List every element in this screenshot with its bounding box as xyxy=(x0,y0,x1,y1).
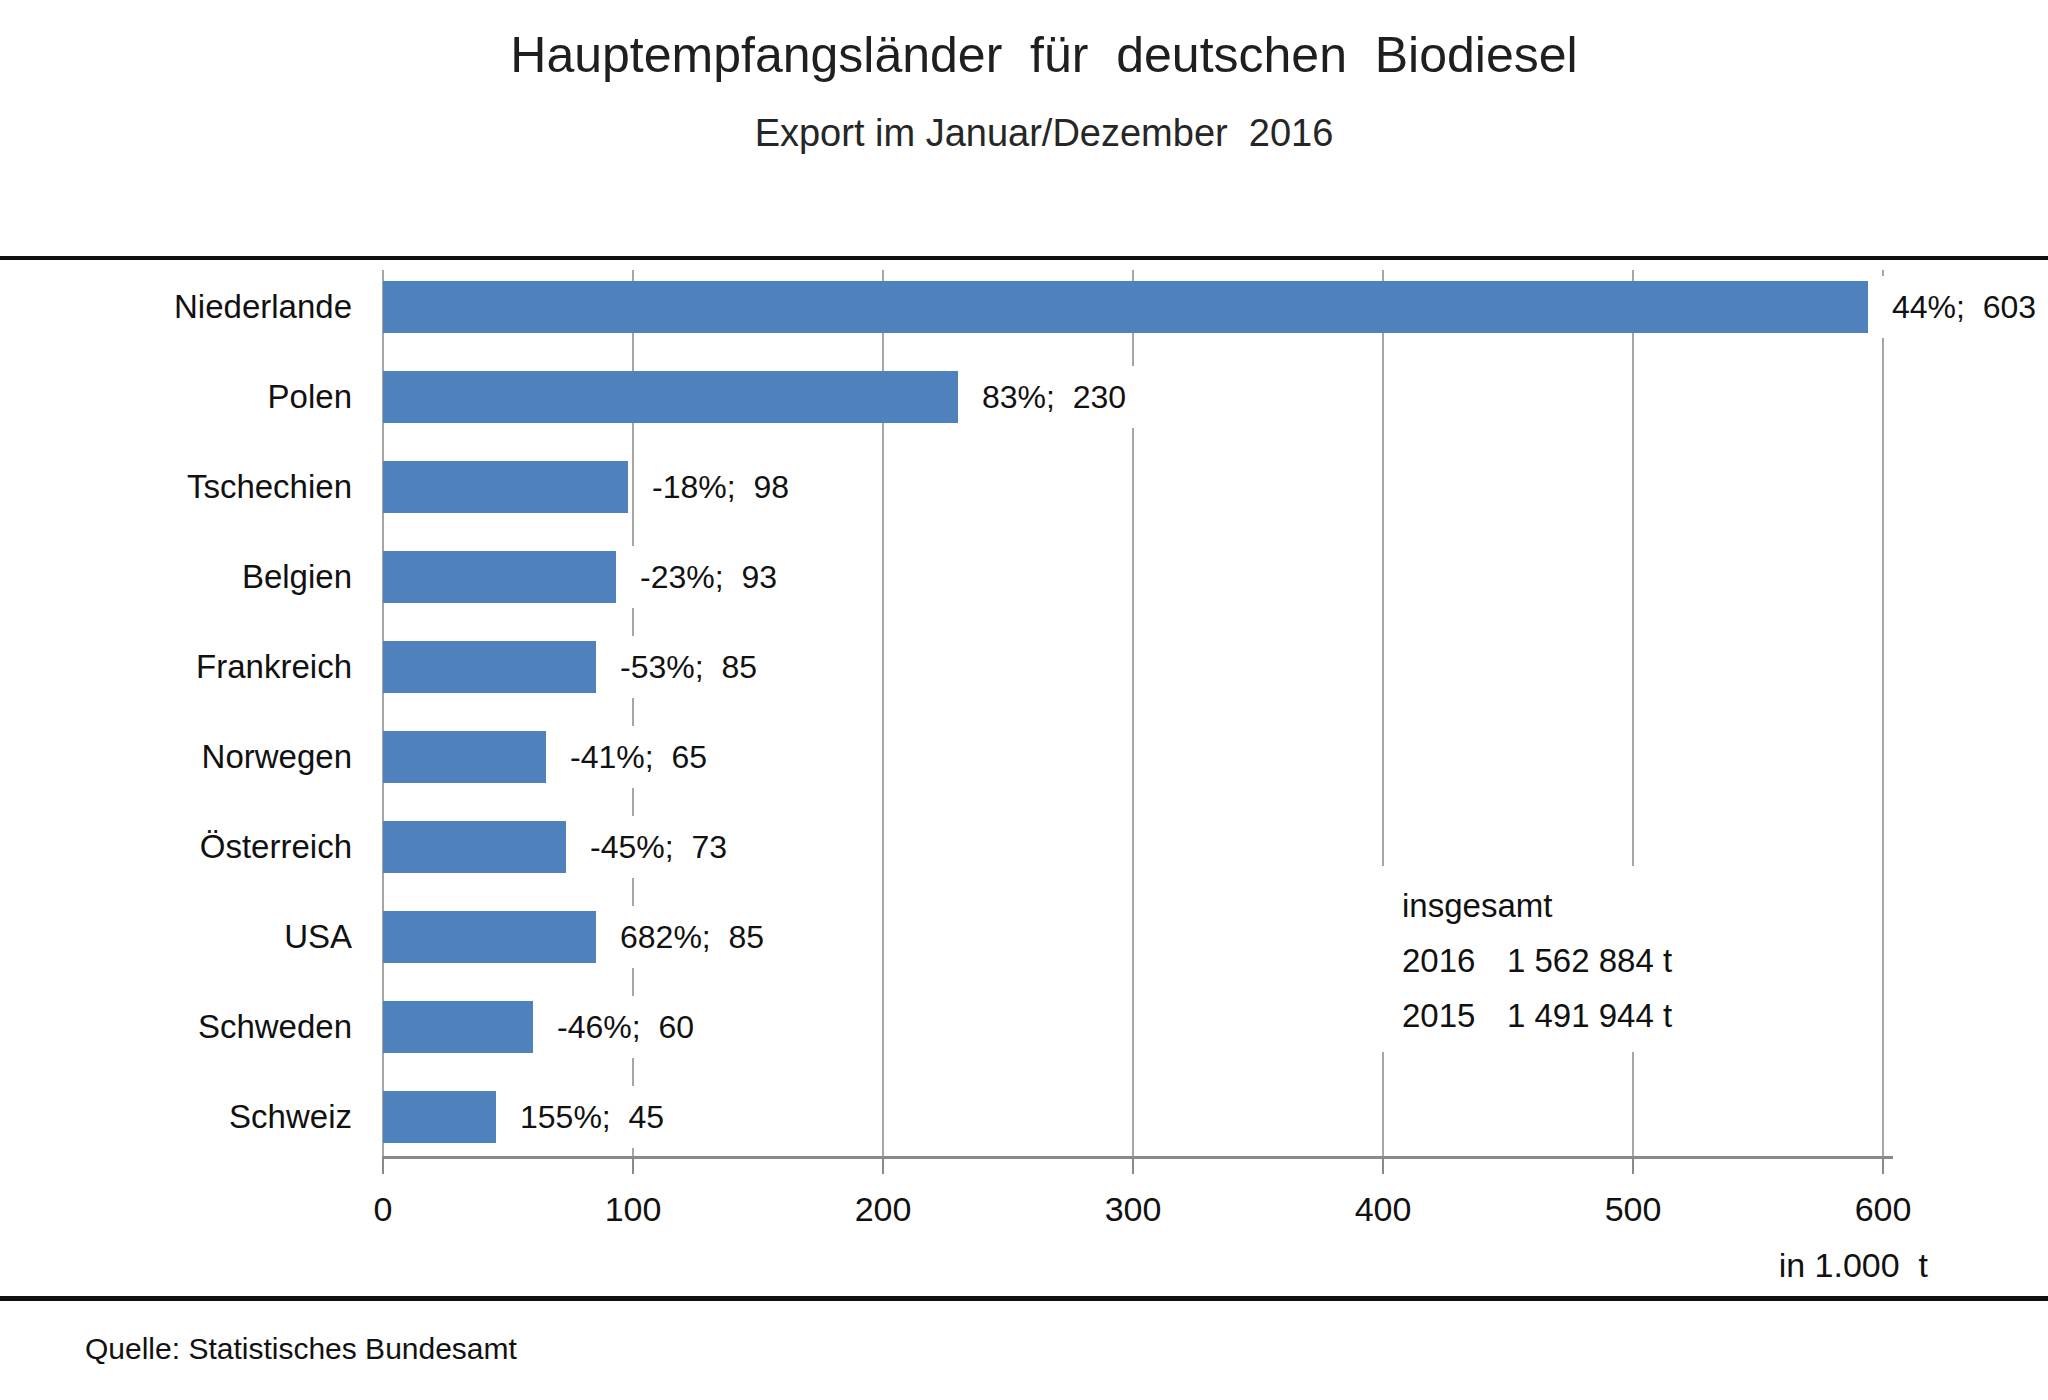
chart-canvas: Hauptempfangsländer für deutschen Biodie… xyxy=(0,0,2048,1400)
bar-value-label-polen: 83%; 230 xyxy=(970,366,1138,428)
bar-tschechien xyxy=(383,461,628,513)
gridline-600 xyxy=(1882,270,1884,1160)
axis-tick-400 xyxy=(1382,1156,1384,1174)
bar-frankreich xyxy=(383,641,596,693)
bottom-divider-rule xyxy=(0,1296,2048,1301)
bar-polen xyxy=(383,371,958,423)
totals-title: insgesamt xyxy=(1402,878,1552,933)
tick-label-400: 400 xyxy=(1313,1190,1453,1229)
category-label-belgien: Belgien xyxy=(40,551,352,603)
totals-title-line: insgesamt xyxy=(1402,878,1784,933)
axis-tick-0 xyxy=(382,1156,384,1174)
tick-label-100: 100 xyxy=(563,1190,703,1229)
bar-value-label-schweiz: 155%; 45 xyxy=(508,1086,676,1148)
axis-tick-600 xyxy=(1882,1156,1884,1174)
bar-belgien xyxy=(383,551,616,603)
bar-österreich xyxy=(383,821,566,873)
category-label-schweden: Schweden xyxy=(40,1001,352,1053)
axis-tick-500 xyxy=(1632,1156,1634,1174)
totals-value: 1 562 884 t xyxy=(1507,933,1672,988)
category-label-schweiz: Schweiz xyxy=(40,1091,352,1143)
totals-year: 2015 xyxy=(1402,988,1507,1043)
tick-label-500: 500 xyxy=(1563,1190,1703,1229)
tick-label-0: 0 xyxy=(313,1190,453,1229)
axis-tick-100 xyxy=(632,1156,634,1174)
bar-value-label-belgien: -23%; 93 xyxy=(628,546,789,608)
tick-label-300: 300 xyxy=(1063,1190,1203,1229)
bar-value-label-tschechien: -18%; 98 xyxy=(640,456,801,518)
source-note: Quelle: Statistisches Bundesamt xyxy=(85,1332,517,1366)
tick-label-600: 600 xyxy=(1813,1190,1953,1229)
totals-annotation: insgesamt 2016 1 562 884 t 2015 1 491 94… xyxy=(1372,866,1784,1052)
x-axis-line xyxy=(383,1156,1893,1159)
bar-usa xyxy=(383,911,596,963)
x-axis-unit-label: in 1.000 t xyxy=(1528,1246,1928,1285)
category-label-tschechien: Tschechien xyxy=(40,461,352,513)
bar-value-label-niederlande: 44%; 603 xyxy=(1880,276,2048,338)
bar-value-label-schweden: -46%; 60 xyxy=(545,996,706,1058)
axis-tick-200 xyxy=(882,1156,884,1174)
totals-value: 1 491 944 t xyxy=(1507,988,1672,1043)
bar-value-label-österreich: -45%; 73 xyxy=(578,816,739,878)
totals-row-2016: 2016 1 562 884 t xyxy=(1402,933,1784,988)
category-label-norwegen: Norwegen xyxy=(40,731,352,783)
category-label-frankreich: Frankreich xyxy=(40,641,352,693)
category-label-usa: USA xyxy=(40,911,352,963)
bar-schweiz xyxy=(383,1091,496,1143)
axis-tick-300 xyxy=(1132,1156,1134,1174)
category-label-niederlande: Niederlande xyxy=(40,281,352,333)
bar-schweden xyxy=(383,1001,533,1053)
plot-area: 0 100 200 300 400 500 600 Niederlande 44%; 603 Po… xyxy=(0,0,2048,1400)
category-label-österreich: Österreich xyxy=(40,821,352,873)
totals-row-2015: 2015 1 491 944 t xyxy=(1402,988,1784,1043)
tick-label-200: 200 xyxy=(813,1190,953,1229)
bar-value-label-usa: 682%; 85 xyxy=(608,906,776,968)
bar-norwegen xyxy=(383,731,546,783)
bar-value-label-norwegen: -41%; 65 xyxy=(558,726,719,788)
totals-year: 2016 xyxy=(1402,933,1507,988)
bar-niederlande xyxy=(383,281,1868,333)
category-label-polen: Polen xyxy=(40,371,352,423)
bar-value-label-frankreich: -53%; 85 xyxy=(608,636,769,698)
